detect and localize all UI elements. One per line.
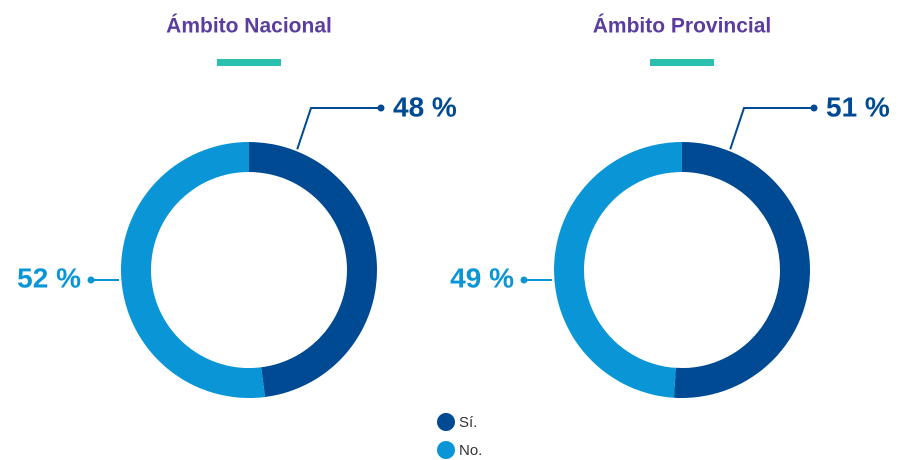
value-label: 49 % [450, 262, 514, 293]
donut-segment [121, 142, 266, 398]
legend-swatch [437, 413, 455, 431]
donut-segment [249, 141, 378, 397]
chart-title: Ámbito Nacional [166, 15, 332, 38]
legend-label: No. [459, 442, 482, 459]
leader-line [296, 107, 381, 150]
leader-dot [810, 104, 818, 112]
donut-segment [553, 142, 682, 398]
value-label: 48 % [393, 91, 457, 122]
leader-dot [87, 276, 95, 284]
donut-segment [673, 142, 810, 398]
title-underline [217, 59, 281, 66]
legend-label: Sí. [459, 414, 477, 431]
leader-dot [520, 276, 528, 284]
leader-line [729, 107, 814, 150]
value-label: 52 % [17, 262, 81, 293]
legend-swatch [437, 441, 455, 459]
title-underline [650, 59, 714, 66]
leader-dot [377, 104, 385, 112]
chart-title: Ámbito Provincial [593, 15, 772, 38]
value-label: 51 % [826, 91, 890, 122]
